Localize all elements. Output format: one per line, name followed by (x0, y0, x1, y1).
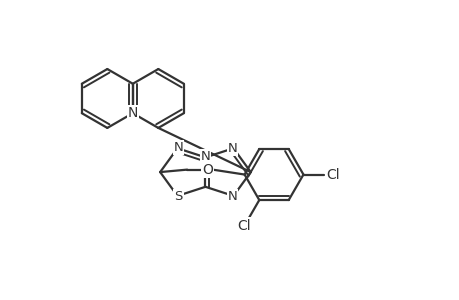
Text: Cl: Cl (237, 218, 251, 233)
Text: N: N (173, 141, 183, 154)
Text: S: S (174, 190, 182, 203)
Text: N: N (227, 142, 237, 155)
Text: O: O (202, 163, 213, 177)
Text: N: N (127, 106, 138, 120)
Text: Cl: Cl (325, 167, 339, 182)
Text: N: N (227, 190, 237, 203)
Text: N: N (200, 150, 210, 163)
